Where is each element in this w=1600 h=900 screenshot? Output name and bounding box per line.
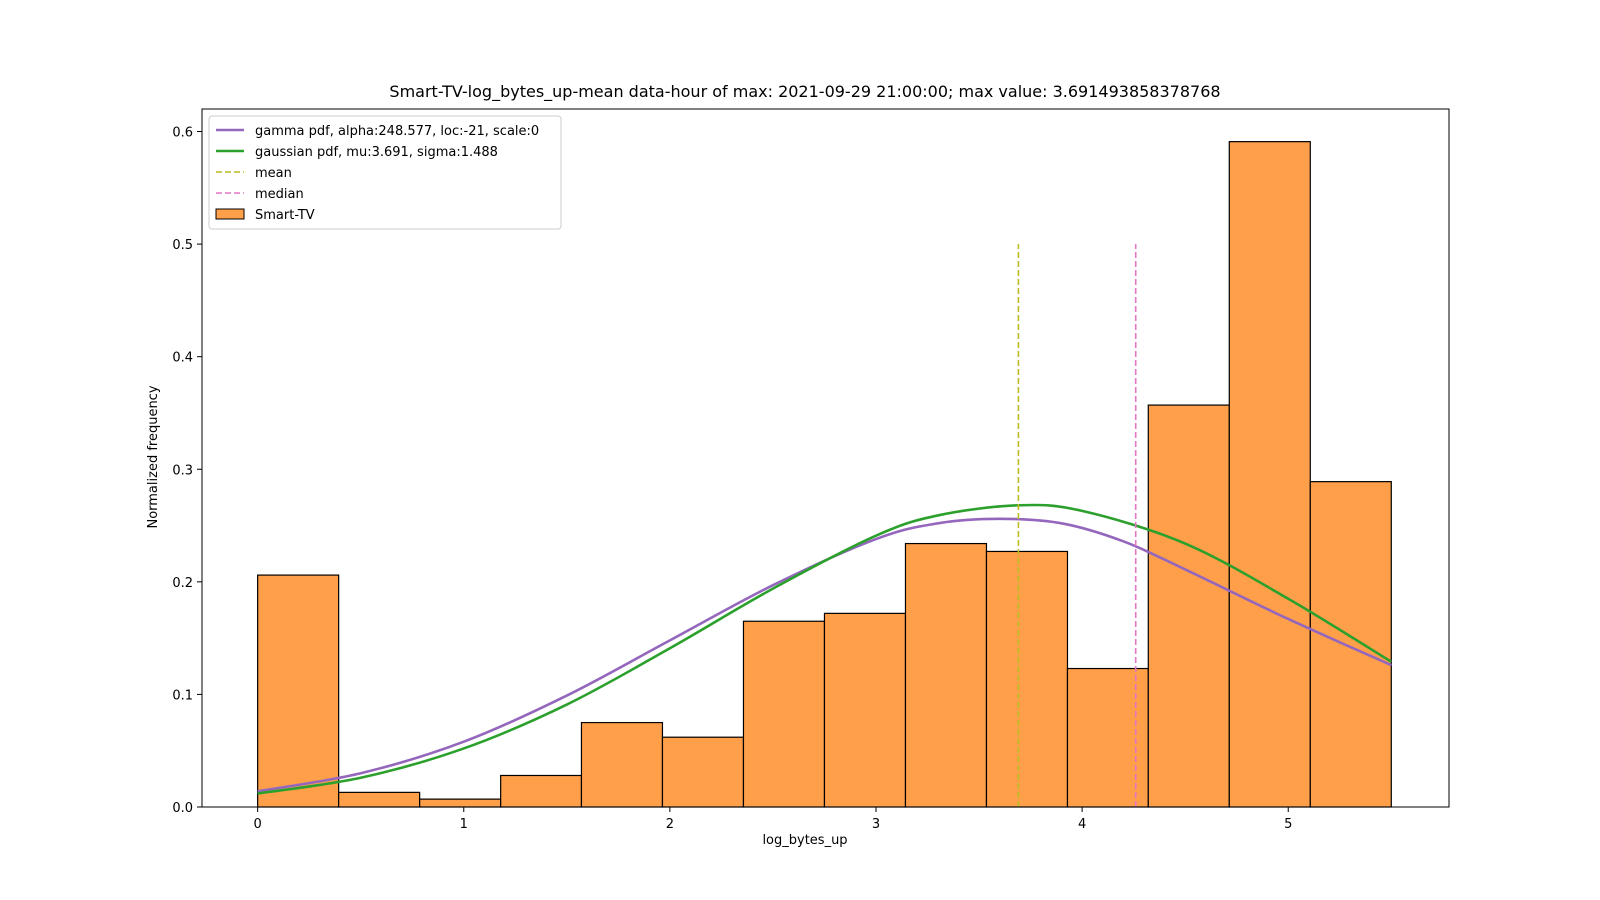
- x-tick-label: 3: [872, 817, 880, 832]
- histogram-bar: [661, 736, 745, 808]
- x-tick-label: 1: [460, 817, 468, 832]
- histogram-bar: [1228, 141, 1311, 808]
- y-tick-label: 0.1: [172, 688, 193, 703]
- legend: gamma pdf, alpha:248.577, loc:-21, scale…: [208, 115, 562, 230]
- x-axis-label: log_bytes_up: [762, 833, 847, 848]
- y-tick-label: 0.2: [172, 576, 193, 591]
- histogram-bar: [419, 798, 502, 808]
- plot-area: [257, 141, 1392, 808]
- legend-entry-label: median: [255, 187, 304, 202]
- x-tick-label: 2: [666, 817, 674, 832]
- histogram-bar: [580, 721, 664, 808]
- legend-entry-label: gamma pdf, alpha:248.577, loc:-21, scale…: [255, 124, 539, 139]
- pdf-curve: [257, 517, 1392, 793]
- histogram-bar: [742, 620, 826, 808]
- histogram-bar: [1066, 667, 1149, 808]
- axes: 0 1 2 3 4 5 0.0 0.1 0.2 0.3 0.4 0.5 0.6: [172, 108, 1450, 832]
- histogram-bar: [1147, 404, 1230, 808]
- y-tick-label: 0.5: [172, 238, 193, 253]
- histogram-bar: [985, 550, 1069, 808]
- histogram-bar: [823, 612, 907, 808]
- histogram-bar: [1309, 481, 1392, 808]
- y-tick-label: 0.0: [172, 801, 193, 816]
- legend-frame: [208, 115, 562, 230]
- x-tick-label: 5: [1284, 817, 1292, 832]
- y-axis-label: Normalized frequency: [146, 385, 161, 528]
- histogram-bar: [257, 574, 340, 808]
- legend-swatch: [215, 208, 245, 220]
- chart-title: Smart-TV-log_bytes_up-mean data-hour of …: [389, 82, 1220, 102]
- legend-entry-label: gaussian pdf, mu:3.691, sigma:1.488: [255, 145, 498, 160]
- axes-frame: [201, 108, 1450, 808]
- histogram-bar: [904, 542, 988, 808]
- x-tick-label: 0: [254, 817, 262, 832]
- pdf-curve: [257, 503, 1392, 795]
- legend-entry-label: mean: [255, 166, 292, 181]
- x-tick-label: 4: [1078, 817, 1086, 832]
- y-tick-label: 0.3: [172, 463, 193, 478]
- histogram-bar: [338, 791, 421, 808]
- y-tick-label: 0.4: [172, 351, 193, 366]
- legend-entry-label: Smart-TV: [255, 208, 315, 223]
- y-tick-label: 0.6: [172, 126, 193, 141]
- histogram-bar: [500, 774, 583, 808]
